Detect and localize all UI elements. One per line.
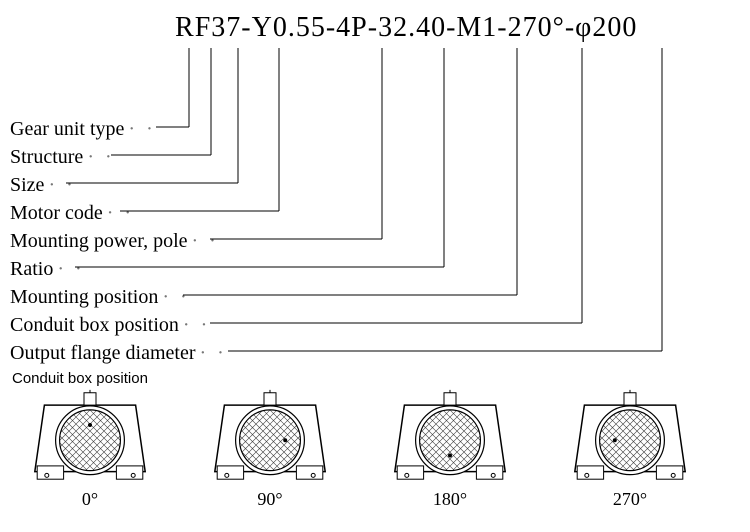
label-text: Size xyxy=(10,171,44,199)
label-text: Output flange diameter xyxy=(10,339,196,367)
code-segment: 270° xyxy=(508,12,565,44)
label-row: Ratio· · xyxy=(10,255,227,283)
label-dots: · · xyxy=(183,311,210,339)
code-segment: φ200 xyxy=(575,12,637,44)
label-text: Gear unit type xyxy=(10,115,124,143)
code-segment: - xyxy=(368,12,378,44)
code-segment: - xyxy=(497,12,507,44)
label-text: Motor code xyxy=(10,199,103,227)
motor-caption: 0° xyxy=(82,489,98,510)
label-row: Mounting power, pole· · xyxy=(10,227,227,255)
label-text: Conduit box position xyxy=(10,311,179,339)
label-text: Mounting power, pole xyxy=(10,227,188,255)
label-dots: · · xyxy=(200,339,227,367)
code-segment: 32.40 xyxy=(378,12,446,44)
label-list: Gear unit type· ·Structure· ·Size· ·Moto… xyxy=(10,115,227,367)
product-code: R F 37-Y 0.55-4P-32.40-M1-270°-φ200 xyxy=(175,12,637,44)
label-text: Mounting position xyxy=(10,283,158,311)
label-row: Mounting position· · xyxy=(10,283,227,311)
code-segment: - xyxy=(241,12,251,44)
code-segment: M1 xyxy=(456,12,497,44)
label-dots: · · xyxy=(192,227,219,255)
code-segment: 0.55 xyxy=(273,12,326,44)
label-row: Gear unit type· · xyxy=(10,115,227,143)
motor-diagram: 0° xyxy=(30,388,150,510)
label-row: Output flange diameter· · xyxy=(10,339,227,367)
label-row: Structure· · xyxy=(10,143,227,171)
motor-caption: 180° xyxy=(433,489,467,510)
code-segment: - xyxy=(326,12,336,44)
label-dots: · · xyxy=(48,171,75,199)
label-row: Size· · xyxy=(10,171,227,199)
label-row: Motor code· · xyxy=(10,199,227,227)
code-segment: R xyxy=(175,12,195,44)
conduit-box-section-title: Conduit box position xyxy=(12,370,148,387)
code-segment: - xyxy=(565,12,575,44)
label-row: Conduit box position· · xyxy=(10,311,227,339)
code-segment: F xyxy=(195,12,212,44)
code-segment: Y xyxy=(252,12,273,44)
label-dots: · · xyxy=(128,115,155,143)
code-segment: 4P xyxy=(336,12,368,44)
label-text: Ratio xyxy=(10,255,53,283)
motor-diagram: 180° xyxy=(390,388,510,510)
label-text: Structure xyxy=(10,143,83,171)
label-dots: · · xyxy=(57,255,84,283)
motor-diagram: 270° xyxy=(570,388,690,510)
label-dots: · · xyxy=(162,283,189,311)
motor-diagram: 90° xyxy=(210,388,330,510)
code-segment: 37 xyxy=(211,12,241,44)
label-dots: · · xyxy=(107,199,134,227)
code-segment: - xyxy=(446,12,456,44)
motor-caption: 270° xyxy=(613,489,647,510)
label-dots: · · xyxy=(87,143,114,171)
motor-diagrams: 0° 90° 180° xyxy=(30,388,690,510)
motor-caption: 90° xyxy=(257,489,282,510)
